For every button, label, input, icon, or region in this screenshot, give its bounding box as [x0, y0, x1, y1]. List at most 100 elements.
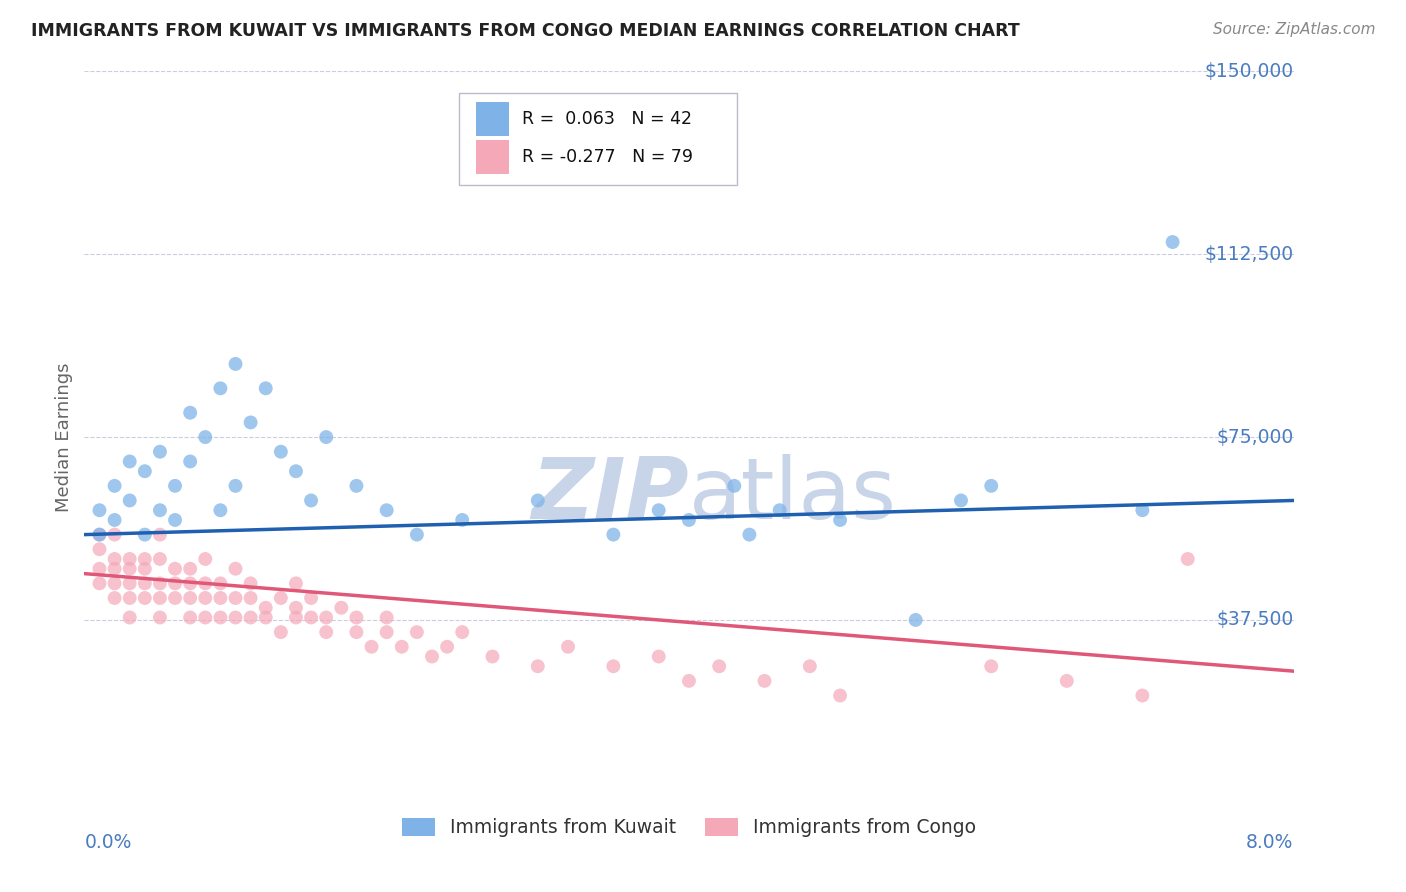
Point [239, 576, 262, 591]
Point [149, 552, 172, 566]
Point [904, 613, 927, 627]
Point [104, 513, 127, 527]
Point [980, 659, 1002, 673]
Point [165, 479, 187, 493]
Point [118, 493, 141, 508]
Point [134, 464, 156, 478]
Point [830, 513, 852, 527]
Point [709, 659, 731, 673]
Y-axis label: Median Earnings: Median Earnings [55, 362, 73, 512]
Point [270, 591, 292, 605]
Point [375, 503, 398, 517]
Point [254, 610, 277, 624]
Point [254, 600, 277, 615]
Point [118, 552, 141, 566]
Point [104, 479, 127, 493]
Point [406, 527, 429, 541]
Point [149, 503, 172, 517]
Point [225, 562, 247, 576]
Point [149, 576, 172, 591]
Text: ZIP: ZIP [531, 454, 689, 537]
Point [89, 542, 111, 557]
FancyBboxPatch shape [477, 102, 509, 136]
Point [451, 625, 474, 640]
Text: Source: ZipAtlas.com: Source: ZipAtlas.com [1212, 22, 1375, 37]
Point [104, 591, 127, 605]
Point [134, 591, 156, 605]
Point [194, 591, 217, 605]
Point [980, 479, 1002, 493]
Point [648, 649, 671, 664]
Point [527, 493, 550, 508]
Point [209, 591, 232, 605]
Point [134, 552, 156, 566]
Point [420, 649, 443, 664]
Text: $75,000: $75,000 [1216, 427, 1294, 447]
Point [360, 640, 382, 654]
Point [194, 576, 217, 591]
Point [950, 493, 973, 508]
Point [225, 610, 247, 624]
Point [1056, 673, 1078, 688]
Point [149, 591, 172, 605]
Point [225, 479, 247, 493]
Point [678, 673, 700, 688]
Point [406, 625, 429, 640]
Point [375, 610, 398, 624]
Point [285, 600, 308, 615]
Text: R =  0.063   N = 42: R = 0.063 N = 42 [522, 110, 692, 128]
Point [165, 513, 187, 527]
Point [648, 503, 671, 517]
Text: IMMIGRANTS FROM KUWAIT VS IMMIGRANTS FROM CONGO MEDIAN EARNINGS CORRELATION CHAR: IMMIGRANTS FROM KUWAIT VS IMMIGRANTS FRO… [31, 22, 1019, 40]
Point [225, 591, 247, 605]
Point [179, 576, 201, 591]
Point [527, 659, 550, 673]
Point [270, 444, 292, 458]
Point [723, 479, 745, 493]
Point [118, 454, 141, 468]
FancyBboxPatch shape [460, 94, 737, 185]
Point [104, 562, 127, 576]
Point [89, 562, 111, 576]
Text: $37,500: $37,500 [1216, 610, 1294, 630]
Point [104, 576, 127, 591]
Point [179, 610, 201, 624]
Point [165, 591, 187, 605]
Point [769, 503, 792, 517]
Point [179, 406, 201, 420]
Point [194, 610, 217, 624]
Point [239, 416, 262, 430]
Point [602, 659, 624, 673]
Point [315, 610, 337, 624]
Point [89, 527, 111, 541]
Point [149, 444, 172, 458]
FancyBboxPatch shape [477, 140, 509, 174]
Text: 8.0%: 8.0% [1246, 833, 1294, 853]
Point [738, 527, 761, 541]
Point [1132, 689, 1154, 703]
Point [299, 591, 322, 605]
Point [315, 625, 337, 640]
Point [799, 659, 821, 673]
Point [754, 673, 776, 688]
Point [179, 454, 201, 468]
Point [346, 610, 368, 624]
Point [285, 576, 308, 591]
Point [602, 527, 624, 541]
Point [134, 562, 156, 576]
Point [239, 610, 262, 624]
Legend: Immigrants from Kuwait, Immigrants from Congo: Immigrants from Kuwait, Immigrants from … [394, 810, 984, 845]
Point [239, 591, 262, 605]
Point [375, 625, 398, 640]
Point [346, 625, 368, 640]
Point [194, 430, 217, 444]
Point [209, 576, 232, 591]
Point [134, 527, 156, 541]
Text: R = -0.277   N = 79: R = -0.277 N = 79 [522, 148, 693, 166]
Point [165, 562, 187, 576]
Point [285, 464, 308, 478]
Point [285, 610, 308, 624]
Point [299, 493, 322, 508]
Point [104, 527, 127, 541]
Point [194, 552, 217, 566]
